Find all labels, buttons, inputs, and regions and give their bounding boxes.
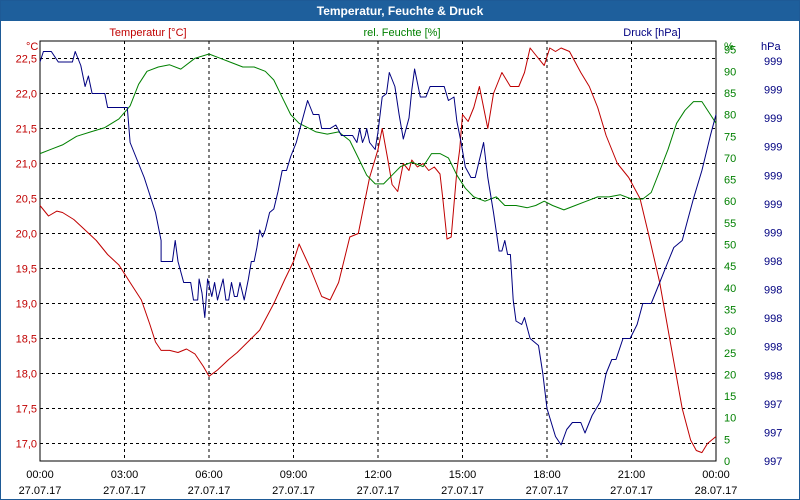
- press-axis-unit: hPa: [761, 41, 781, 53]
- temp-tick-label: 18,5: [16, 334, 37, 346]
- temp-tick-label: 21,5: [16, 124, 37, 136]
- hum-tick-label: 25: [724, 348, 736, 360]
- temp-tick-label: 19,0: [16, 299, 37, 311]
- x-tick-time: 18:00: [533, 469, 561, 481]
- temp-axis-label: Temperatur [°C]: [109, 27, 186, 39]
- temp-tick-label: 17,0: [16, 439, 37, 451]
- hum-tick-label: 45: [724, 261, 736, 273]
- press-tick-label: 999: [764, 113, 782, 125]
- press-tick-label: 999: [764, 170, 782, 182]
- humidity-line: [39, 53, 717, 211]
- x-axis-ticks: 00:00 27.07.17 03:00 27.07.17 06:00 27.07.17 0…: [19, 469, 738, 497]
- pressure-line: [39, 51, 717, 446]
- x-tick-date: 27.07.17: [19, 485, 62, 497]
- hum-tick-label: 30: [724, 326, 736, 338]
- hum-tick-label: 90: [724, 66, 736, 78]
- temp-tick-label: 19,5: [16, 264, 37, 276]
- x-tick-date: 27.07.17: [188, 485, 231, 497]
- y-axis-ticks: 22,5 22,0 21,5 21,0 20,5 20,0 19,5 19,0 18,5 18,0…: [16, 45, 783, 468]
- hum-axis-label: rel. Feuchte [%]: [363, 27, 440, 39]
- x-tick-date: 27.07.17: [357, 485, 400, 497]
- press-axis-label: Druck [hPa]: [623, 27, 680, 39]
- temp-tick-label: 20,5: [16, 194, 37, 206]
- press-tick-label: 998: [764, 370, 782, 382]
- hum-tick-label: 20: [724, 369, 736, 381]
- press-tick-label: 998: [764, 342, 782, 354]
- hum-tick-label: 50: [724, 240, 736, 252]
- hum-tick-label: 65: [724, 175, 736, 187]
- x-tick-date: 28.07.17: [695, 485, 738, 497]
- x-tick-time: 09:00: [280, 469, 308, 481]
- temp-tick-label: 22,0: [16, 89, 37, 101]
- hum-axis-unit: %: [724, 41, 734, 53]
- hum-tick-label: 55: [724, 218, 736, 230]
- x-tick-time: 03:00: [111, 469, 139, 481]
- x-tick-time: 00:00: [26, 469, 54, 481]
- hum-tick-label: 70: [724, 153, 736, 165]
- temp-tick-label: 21,0: [16, 159, 37, 171]
- x-tick-date: 27.07.17: [610, 485, 653, 497]
- x-tick-time: 00:00: [702, 469, 730, 481]
- press-tick-label: 998: [764, 285, 782, 297]
- hum-tick-label: 10: [724, 413, 736, 425]
- hum-tick-label: 5: [724, 434, 730, 446]
- hum-tick-label: 75: [724, 131, 736, 143]
- hum-tick-label: 35: [724, 304, 736, 316]
- temp-tick-label: 20,0: [16, 229, 37, 241]
- x-tick-date: 27.07.17: [526, 485, 569, 497]
- hum-tick-label: 0: [724, 456, 730, 468]
- x-tick-time: 21:00: [618, 469, 646, 481]
- press-tick-label: 998: [764, 313, 782, 325]
- x-tick-time: 12:00: [364, 469, 392, 481]
- press-tick-label: 998: [764, 256, 782, 268]
- hum-tick-label: 40: [724, 283, 736, 295]
- x-tick-date: 27.07.17: [103, 485, 146, 497]
- grid-lines: [40, 41, 716, 461]
- x-tick-date: 27.07.17: [441, 485, 484, 497]
- press-tick-label: 999: [764, 199, 782, 211]
- temperature-line: [39, 47, 717, 454]
- press-tick-label: 997: [764, 399, 782, 411]
- press-tick-label: 997: [764, 456, 782, 468]
- hum-tick-label: 15: [724, 391, 736, 403]
- x-tick-time: 06:00: [195, 469, 223, 481]
- press-tick-label: 999: [764, 227, 782, 239]
- temp-tick-label: 17,5: [16, 404, 37, 416]
- hum-tick-label: 80: [724, 110, 736, 122]
- press-tick-label: 999: [764, 56, 782, 68]
- series-group: [39, 47, 717, 454]
- temp-tick-label: 18,0: [16, 369, 37, 381]
- press-tick-label: 999: [764, 142, 782, 154]
- press-tick-label: 999: [764, 85, 782, 97]
- x-tick-time: 15:00: [449, 469, 477, 481]
- hum-tick-label: 60: [724, 196, 736, 208]
- press-tick-label: 997: [764, 427, 782, 439]
- temp-tick-label: 22,5: [16, 54, 37, 66]
- temp-axis-unit: °C: [26, 41, 38, 53]
- hum-tick-label: 95: [724, 45, 736, 57]
- window-title: Temperatur, Feuchte & Druck: [1, 1, 799, 21]
- x-tick-date: 27.07.17: [272, 485, 315, 497]
- hum-tick-label: 85: [724, 88, 736, 100]
